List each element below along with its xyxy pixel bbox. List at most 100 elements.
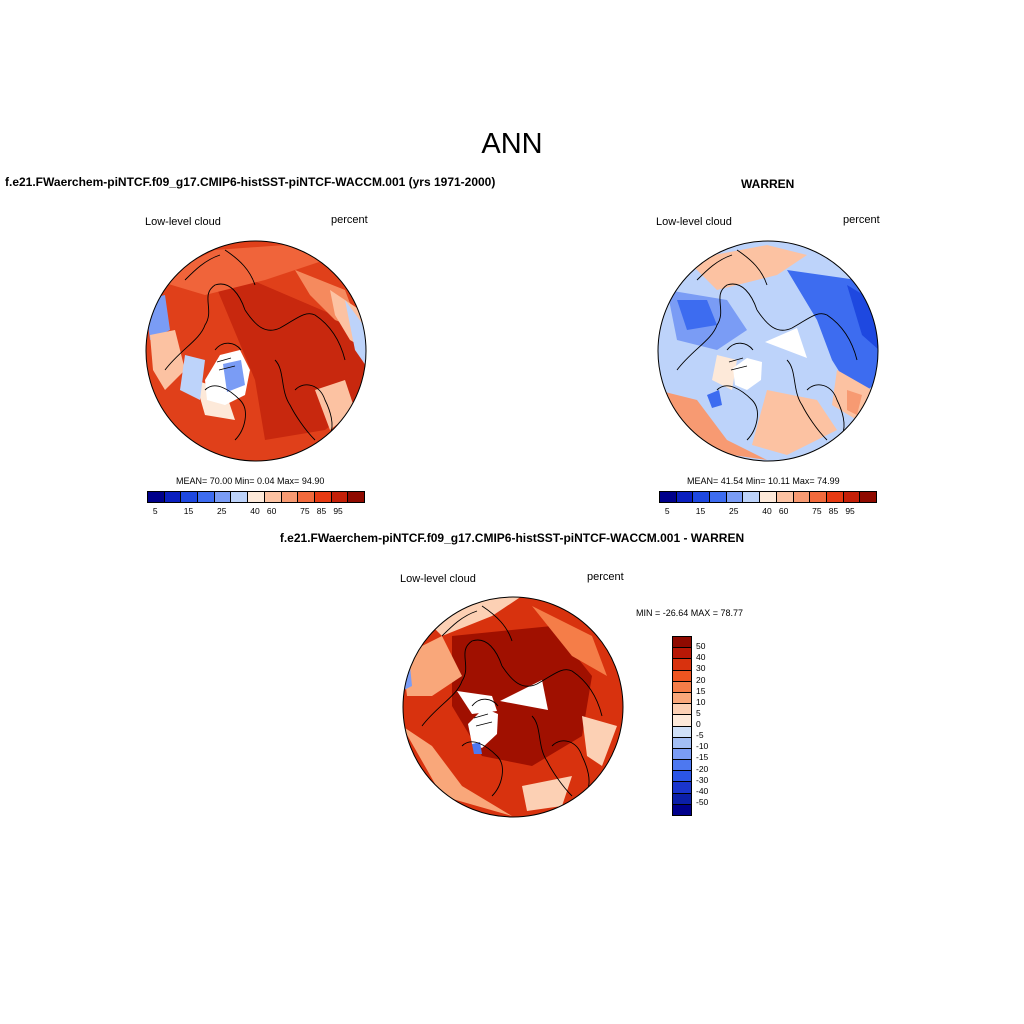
colorbar-swatch <box>726 492 744 502</box>
colorbar-tick-label: 40 <box>250 506 260 516</box>
colorbar-swatch <box>214 492 232 502</box>
coastline <box>676 283 758 371</box>
coastline <box>471 698 499 727</box>
colorbar-swatch <box>710 492 727 502</box>
panel-diff-map <box>402 596 624 818</box>
colorbar-swatch <box>673 670 691 682</box>
colorbar-swatch <box>673 681 691 693</box>
colorbar-tick-label: 5 <box>696 707 701 718</box>
colorbar-tick-label: 60 <box>778 506 789 516</box>
colorbar-swatch <box>673 760 691 772</box>
colorbar-tick-label: 85 <box>828 506 839 516</box>
colorbar-tick-label: -30 <box>696 774 709 785</box>
panel-obs-title: WARREN <box>741 177 795 191</box>
colorbar-swatch <box>693 492 711 502</box>
map-contour-region <box>155 245 325 295</box>
colorbar-tick-label: 50 <box>696 641 706 652</box>
coastline <box>786 359 828 441</box>
coastline <box>164 283 246 371</box>
panel-diff-stats: MIN = -26.64 MAX = 78.77 <box>636 608 744 618</box>
coastline <box>204 385 246 441</box>
colorbar-swatch <box>673 659 691 671</box>
map-border <box>145 240 367 462</box>
map-contour-region <box>765 328 807 358</box>
coastline <box>274 359 316 441</box>
colorbar-swatch <box>231 492 249 502</box>
colorbar-swatch <box>660 492 677 502</box>
colorbar-swatch <box>148 492 165 502</box>
coastline <box>244 309 346 361</box>
panel-obs-colorbar <box>659 491 877 503</box>
colorbar-swatch <box>826 492 844 502</box>
coastline <box>421 639 503 727</box>
colorbar-swatch <box>673 704 691 716</box>
colorbar-swatch <box>673 726 691 738</box>
panel-obs-stats: MEAN= 41.54 Min= 10.11 Max= 74.99 <box>687 476 840 486</box>
colorbar-swatch <box>810 492 827 502</box>
colorbar-swatch <box>673 637 691 649</box>
panel-obs-colorbar-ticks: 5 15 25 40 60 75 85 95 <box>659 506 875 518</box>
colorbar-tick-label: 25 <box>729 506 739 516</box>
coastline <box>806 384 845 436</box>
map-contour-region <box>345 300 366 370</box>
colorbar-swatch <box>860 492 876 502</box>
coastline <box>501 665 603 717</box>
colorbar-swatch <box>673 771 691 783</box>
panel-obs-map <box>657 240 879 462</box>
colorbar-tick-label: 85 <box>316 506 327 516</box>
colorbar-swatch <box>673 782 691 794</box>
colorbar-tick-label: 5 <box>664 506 670 516</box>
colorbar-swatch <box>164 492 182 502</box>
panel-diff-title: f.e21.FWaerchem-piNTCF.f09_g17.CMIP6-his… <box>279 531 745 545</box>
colorbar-tick-label: 25 <box>217 506 227 516</box>
coastline <box>461 741 503 797</box>
map-contour-region <box>658 390 767 460</box>
colorbar-tick-label: -50 <box>696 796 709 807</box>
colorbar-swatch <box>843 492 861 502</box>
colorbar-swatch <box>673 793 691 805</box>
map-field <box>146 241 366 461</box>
panel-model-title: f.e21.FWaerchem-piNTCF.f09_g17.CMIP6-his… <box>5 175 496 189</box>
coastline <box>531 715 573 797</box>
colorbar-swatch <box>198 492 215 502</box>
colorbar-swatch <box>248 492 265 502</box>
colorbar-tick-label: -40 <box>696 785 709 796</box>
colorbar-tick-label: 15 <box>183 506 194 516</box>
colorbar-swatch <box>673 715 691 727</box>
map-contour-region <box>457 691 497 714</box>
panel-model-colorbar-ticks: 5 15 25 40 60 75 85 95 <box>147 506 363 518</box>
colorbar-tick-label: 20 <box>696 674 706 685</box>
figure-title: ANN <box>481 128 543 160</box>
panel-obs-variable: Low-level cloud <box>656 216 732 228</box>
map-contour-region <box>422 597 522 636</box>
coastline <box>441 605 513 642</box>
panel-model-map <box>145 240 367 462</box>
map-contour-region <box>677 300 717 330</box>
colorbar-tick-label: 95 <box>333 506 343 516</box>
colorbar-swatch <box>743 492 761 502</box>
map-contour-region <box>150 330 185 390</box>
coastline <box>294 384 333 436</box>
colorbar-tick-label: -15 <box>696 752 709 763</box>
panel-diff-variable: Low-level cloud <box>400 573 476 585</box>
coastline <box>756 309 858 361</box>
panel-model-stats: MEAN= 70.00 Min= 0.04 Max= 94.90 <box>176 476 325 486</box>
map-contour-region <box>500 680 548 710</box>
coastline <box>184 249 256 286</box>
map-contour-region <box>752 390 837 455</box>
map-contour-region <box>180 355 205 400</box>
colorbar-swatch <box>298 492 315 502</box>
map-contour-region <box>403 726 512 816</box>
colorbar-tick-label: 15 <box>695 506 706 516</box>
map-contour-region <box>532 606 607 676</box>
colorbar-tick-label: 30 <box>696 663 706 674</box>
colorbar-tick-label: 15 <box>696 685 706 696</box>
panel-model-units: percent <box>331 214 368 226</box>
colorbar-tick-label: 95 <box>845 506 855 516</box>
panel-obs-units: percent <box>843 214 880 226</box>
coastline <box>551 740 590 792</box>
colorbar-tick-label: -5 <box>696 730 704 741</box>
panel-model-variable: Low-level cloud <box>145 216 221 228</box>
panel-diff-colorbar <box>672 636 692 816</box>
colorbar-tick-label: 10 <box>696 696 706 707</box>
